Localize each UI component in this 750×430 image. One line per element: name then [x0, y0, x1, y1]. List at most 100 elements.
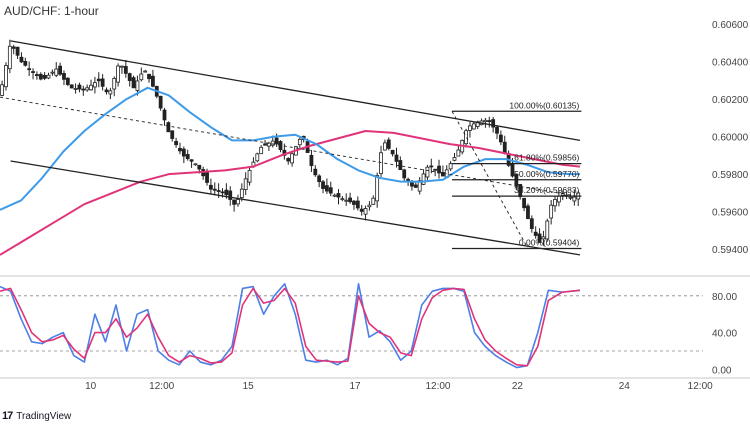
candle-body — [537, 233, 542, 243]
candle-body — [526, 205, 530, 220]
candle-body — [382, 142, 387, 151]
candle-body — [379, 152, 383, 174]
time-tick-label: 10 — [85, 381, 97, 392]
candle-body — [58, 65, 63, 75]
time-tick-label: 12:00 — [425, 381, 450, 392]
candle-body — [448, 163, 453, 170]
candle-body — [394, 154, 399, 162]
time-tick-label: 15 — [243, 381, 255, 392]
candle-body — [185, 154, 190, 160]
candle-body — [151, 75, 155, 87]
candle-body — [433, 168, 438, 171]
candle-body — [205, 172, 209, 183]
candle-body — [425, 166, 430, 178]
candle-body — [464, 130, 468, 145]
candle-body — [371, 197, 376, 205]
candle-body — [270, 140, 275, 146]
candle-body — [85, 87, 90, 91]
candle-body — [143, 70, 148, 73]
time-tick-label: 12:00 — [149, 381, 174, 392]
candle-body — [491, 119, 496, 128]
candle-body — [259, 146, 264, 155]
fib-trend-line — [451, 111, 529, 249]
candle-body — [452, 157, 457, 161]
price-tick-label: 0.59400 — [712, 245, 749, 256]
candle-body — [317, 175, 322, 183]
candle-body — [11, 46, 16, 49]
candle-body — [398, 160, 403, 171]
candle-body — [178, 147, 182, 152]
candle-body — [483, 119, 488, 123]
candle-body — [38, 73, 43, 80]
oscillator-tick-label: 40.00 — [712, 329, 737, 340]
oscillator-plot — [0, 283, 581, 369]
fib-level-label: 100.00%(0.60135) — [509, 100, 579, 110]
price-plot: 100.00%(0.60135) 61.80%(0.59856) 50.00%(0.… — [0, 39, 582, 256]
candle-body — [131, 77, 136, 89]
candle-body — [62, 73, 66, 80]
candle-body — [232, 199, 236, 205]
candle-body — [375, 175, 380, 202]
price-tick-label: 0.60400 — [712, 58, 749, 69]
candle-body — [545, 220, 550, 240]
candle-body — [127, 73, 132, 81]
price-tick-label: 0.60600 — [712, 20, 749, 31]
candle-body — [54, 68, 59, 76]
oscillator-axis: 80.00 40.00 0.00 — [712, 292, 737, 377]
candle-body — [123, 66, 128, 74]
candle-body — [15, 46, 20, 56]
candle-body — [348, 197, 352, 203]
candle-body — [255, 153, 260, 162]
time-axis: 10 12:00 15 17 12:00 22 24 12:00 — [85, 381, 713, 392]
fib-level-label: 61.80%(0.59856) — [514, 153, 579, 163]
candle-body — [212, 188, 217, 191]
candle-body — [239, 188, 244, 199]
candle-body — [0, 84, 5, 96]
candle-body — [243, 178, 248, 190]
price-tick-label: 0.59800 — [712, 170, 749, 181]
candle-body — [553, 199, 557, 207]
channel-line-upper — [10, 40, 581, 142]
candle-body — [228, 190, 233, 200]
candle-body — [50, 71, 55, 74]
candle-body — [7, 45, 12, 70]
candle-body — [533, 231, 538, 236]
time-tick-label: 17 — [349, 381, 361, 392]
time-tick-label: 12:00 — [688, 381, 713, 392]
candle-body — [247, 169, 252, 183]
price-grid — [0, 275, 750, 379]
candles — [0, 39, 581, 246]
candle-body — [495, 126, 499, 134]
time-tick-label: 22 — [512, 381, 524, 392]
tradingview-logo-icon: 17 — [2, 410, 13, 422]
candle-body — [108, 90, 113, 95]
candle-body — [236, 199, 240, 205]
candle-body — [89, 84, 93, 91]
candle-body — [158, 95, 163, 109]
candle-body — [359, 208, 364, 212]
candle-body — [224, 189, 229, 196]
candle-body — [162, 109, 167, 121]
candle-body — [522, 197, 526, 209]
candle-body — [147, 73, 151, 80]
fib-level-label: 50.00%(0.59770) — [514, 169, 579, 179]
candle-body — [290, 153, 294, 164]
candle-body — [208, 184, 213, 190]
channel-line-middle — [0, 96, 581, 198]
tradingview-name: TradingView — [16, 410, 72, 422]
candle-body — [286, 158, 291, 162]
candle-body — [112, 78, 117, 90]
candle-body — [139, 73, 144, 81]
candle-body — [332, 194, 337, 197]
candle-body — [313, 168, 318, 176]
candle-body — [297, 138, 302, 146]
candle-body — [549, 204, 554, 219]
time-tick-label: 24 — [619, 381, 631, 392]
candle-body — [263, 143, 267, 146]
candle-body — [100, 78, 105, 87]
candle-body — [344, 199, 349, 202]
fib-level-label: 0.00%(0.59404) — [519, 237, 580, 247]
candle-body — [42, 75, 47, 79]
candle-body — [502, 141, 507, 155]
